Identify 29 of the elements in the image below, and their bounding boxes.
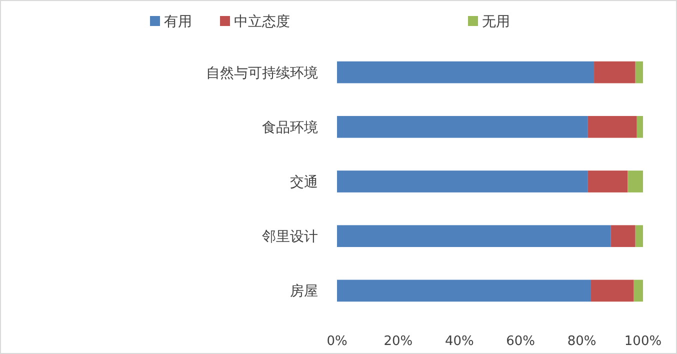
x-tick-label: 0% [326, 334, 348, 349]
x-tick-label: 60% [506, 334, 536, 349]
x-tick-label: 80% [567, 334, 596, 349]
x-tick-label: 40% [444, 334, 474, 349]
bar [588, 116, 637, 138]
bar [337, 116, 588, 138]
bar [610, 225, 636, 248]
y-tick-label: 自然与可持续环境 [206, 65, 318, 82]
bar [337, 61, 594, 84]
bar [635, 61, 643, 84]
bar [628, 170, 643, 192]
x-tick-label: 20% [384, 334, 413, 349]
y-tick-label: 交通 [290, 174, 318, 190]
y-tick-label: 邻里设计 [262, 229, 318, 246]
bar [588, 170, 628, 192]
bar [594, 61, 636, 84]
x-tick-label: 100% [624, 334, 662, 349]
y-tick-label: 食品环境 [262, 120, 318, 136]
legend-label: 有用 [164, 14, 192, 30]
legend-label: 中立态度 [234, 14, 290, 30]
bar [590, 280, 634, 302]
bar [337, 280, 591, 302]
bar [636, 116, 643, 138]
bar [634, 280, 643, 302]
bar [337, 225, 611, 248]
legend-label: 无用 [482, 14, 510, 30]
y-tick-label: 房屋 [290, 284, 318, 300]
bar [337, 170, 588, 192]
bar [635, 225, 643, 248]
